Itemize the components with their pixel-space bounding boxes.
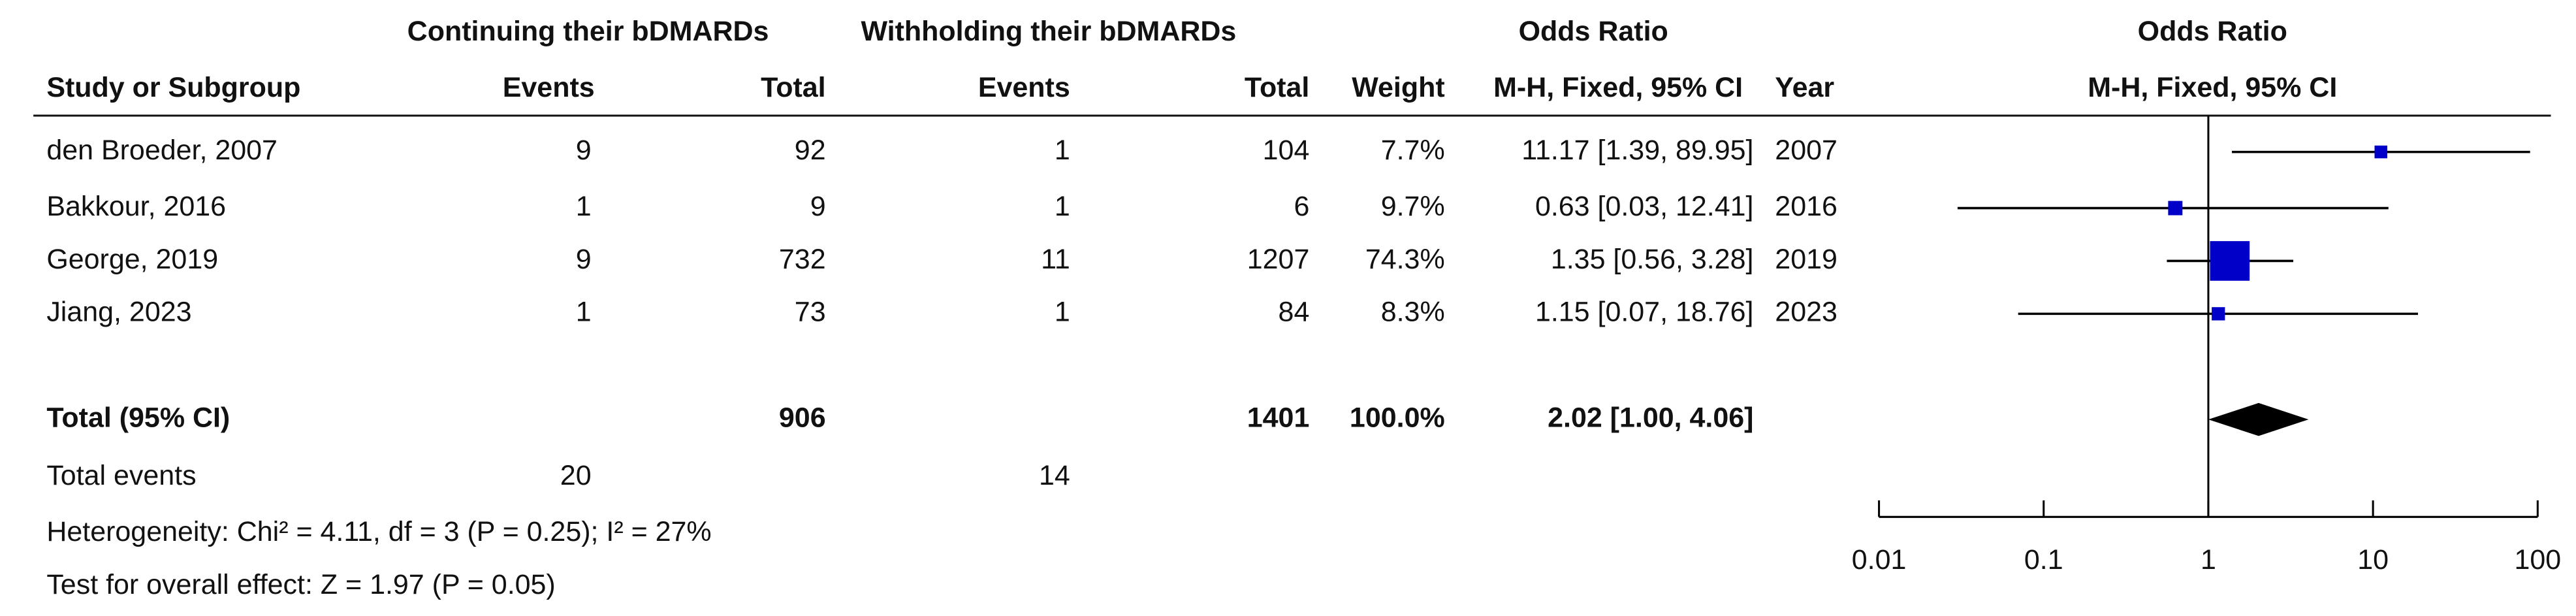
plot-header: Odds Ratio <box>2138 16 2287 47</box>
x-tick-label: 1 <box>2201 544 2216 575</box>
column-header: Events <box>978 72 1070 103</box>
study-name: Bakkour, 2016 <box>46 191 226 222</box>
year: 2016 <box>1775 191 1837 222</box>
odds-ratio: 0.63 [0.03, 12.41] <box>1535 191 1753 222</box>
summary-diamond <box>2208 402 2309 436</box>
study-name: Jiang, 2023 <box>46 297 191 328</box>
point-estimate <box>2374 145 2388 159</box>
study-name: George, 2019 <box>46 244 218 275</box>
x-tick-label: 0.01 <box>1852 544 1907 575</box>
point-estimate <box>2168 201 2183 216</box>
events-1: 1 <box>576 297 592 328</box>
total-events-label: Total events <box>46 460 196 491</box>
events-2: 1 <box>1055 297 1070 328</box>
heterogeneity: Heterogeneity: Chi² = 4.11, df = 3 (P = … <box>46 516 711 547</box>
total-2: 1207 <box>1247 244 1310 275</box>
point-estimate <box>2210 241 2250 281</box>
weight: 7.7% <box>1381 135 1445 166</box>
events-1: 9 <box>576 135 592 166</box>
events-1: 9 <box>576 244 592 275</box>
total-1: 906 <box>779 402 826 433</box>
column-header: Weight <box>1352 72 1444 103</box>
study-name: den Broeder, 2007 <box>46 135 278 166</box>
total-2: 6 <box>1294 191 1309 222</box>
overall-effect: Test for overall effect: Z = 1.97 (P = 0… <box>46 569 555 600</box>
weight: 8.3% <box>1381 297 1445 328</box>
total-1: 92 <box>795 135 826 166</box>
total-odds-ratio: 2.02 [1.00, 4.06] <box>1548 402 1753 433</box>
column-header: Year <box>1775 72 1834 103</box>
total-2: 84 <box>1279 297 1310 328</box>
total-1: 73 <box>795 297 826 328</box>
total-name: Total (95% CI) <box>46 402 230 433</box>
events-1: 1 <box>576 191 592 222</box>
x-tick-label: 0.1 <box>2024 544 2063 575</box>
point-estimate <box>2212 307 2225 321</box>
x-tick-label: 10 <box>2357 544 2389 575</box>
column-header: Events <box>503 72 595 103</box>
plot-method: M-H, Fixed, 95% CI <box>2088 72 2337 103</box>
year: 2019 <box>1775 244 1837 275</box>
events-2: 11 <box>1041 244 1070 275</box>
total-1: 9 <box>810 191 826 222</box>
weight: 74.3% <box>1365 244 1445 275</box>
total-2: 1401 <box>1247 402 1310 433</box>
total-2: 104 <box>1263 135 1310 166</box>
events-2: 1 <box>1055 191 1070 222</box>
column-header: Study or Subgroup <box>46 72 300 103</box>
group-header: Withholding their bDMARDs <box>861 16 1236 47</box>
or-method: M-H, Fixed, 95% CI <box>1493 72 1743 103</box>
total-events-2: 14 <box>1039 460 1070 491</box>
odds-ratio: 11.17 [1.39, 89.95] <box>1521 135 1753 166</box>
odds-ratio: 1.15 [0.07, 18.76] <box>1535 297 1753 328</box>
or-header: Odds Ratio <box>1519 16 1668 47</box>
weight: 9.7% <box>1381 191 1445 222</box>
column-header: Total <box>1245 72 1309 103</box>
total-weight: 100.0% <box>1350 402 1445 433</box>
total-1: 732 <box>779 244 826 275</box>
x-tick-label: 100 <box>2514 544 2561 575</box>
total-events-1: 20 <box>560 460 592 491</box>
group-header: Continuing their bDMARDs <box>407 16 769 47</box>
column-header: Total <box>761 72 825 103</box>
events-2: 1 <box>1055 135 1070 166</box>
odds-ratio: 1.35 [0.56, 3.28] <box>1551 244 1754 275</box>
year: 2023 <box>1775 297 1837 328</box>
year: 2007 <box>1775 135 1837 166</box>
